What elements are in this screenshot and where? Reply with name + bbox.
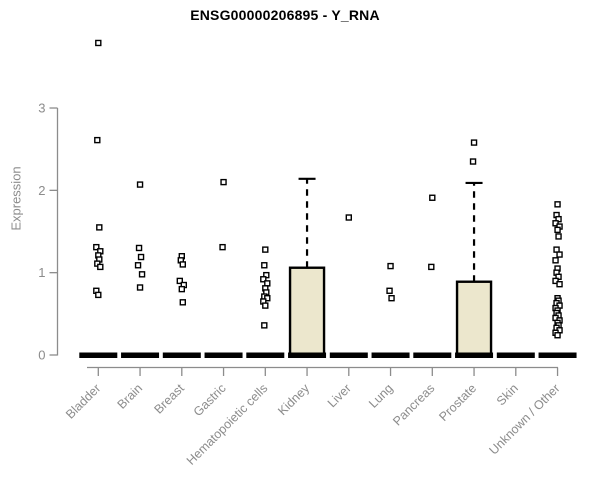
outlier-point	[387, 262, 394, 270]
outlier-point	[137, 253, 145, 261]
outlier-point	[136, 284, 144, 291]
median-bar	[455, 352, 494, 358]
outlier-point	[97, 263, 104, 271]
outlier-point	[552, 257, 559, 264]
box	[288, 266, 326, 358]
outlier-point	[138, 271, 146, 278]
outlier-point	[470, 139, 478, 146]
box	[455, 280, 493, 358]
y-tick-label: 3	[38, 101, 45, 116]
median-bar	[246, 352, 285, 358]
outlier-point	[135, 244, 143, 252]
median-bar	[538, 352, 577, 358]
median-bar	[496, 352, 535, 358]
outlier-point	[552, 277, 559, 285]
outlier-point	[552, 220, 559, 227]
category-label: Pancreas	[390, 381, 437, 428]
outlier-point	[136, 181, 144, 188]
category-label: Lung	[366, 381, 396, 411]
outlier-point	[220, 178, 227, 186]
category-label: Skin	[494, 381, 521, 408]
category-label: Unknown / Other	[486, 381, 562, 457]
category-label: Hematopoietic cells	[184, 381, 271, 468]
category-label: Kidney	[275, 381, 312, 418]
outlier-point	[264, 294, 271, 302]
median-bar	[162, 352, 201, 358]
outlier-point	[262, 302, 269, 309]
y-tick-label: 1	[38, 265, 45, 280]
outlier-point	[388, 294, 395, 302]
outlier-point	[554, 226, 561, 234]
median-bar	[121, 352, 160, 358]
outlier-point	[96, 224, 103, 231]
outlier-point	[555, 233, 562, 240]
category-label: Liver	[325, 381, 354, 410]
y-tick-label: 0	[38, 348, 45, 363]
outlier-point	[554, 332, 561, 339]
category-label: Gastric	[191, 381, 229, 419]
outlier-point	[261, 322, 268, 329]
outlier-point	[428, 263, 435, 271]
chart-title: ENSG00000206895 - Y_RNA	[190, 7, 380, 23]
category-label: Prostate	[436, 381, 479, 424]
outlier-point	[178, 285, 186, 293]
outlier-point	[95, 39, 102, 47]
outlier-point	[429, 194, 436, 201]
outlier-point	[386, 287, 393, 294]
median-bar	[79, 352, 118, 358]
outlier-point	[261, 262, 268, 269]
outlier-point	[345, 214, 352, 221]
outlier-point	[554, 201, 561, 208]
outlier-point	[94, 136, 101, 144]
category-label: Breast	[151, 381, 187, 417]
outlier-point	[95, 291, 102, 299]
outlier-point	[556, 251, 563, 258]
y-tick-label: 2	[38, 183, 45, 198]
outlier-point	[260, 276, 267, 283]
median-bar	[413, 352, 452, 358]
median-bar	[204, 352, 243, 358]
median-bar	[371, 352, 410, 358]
outlier-point	[556, 280, 563, 288]
outlier-point	[134, 262, 142, 269]
outlier-point	[179, 261, 187, 268]
outlier-point	[93, 243, 100, 251]
outlier-point	[469, 158, 477, 165]
category-label: Brain	[115, 381, 146, 412]
outlier-point	[176, 277, 184, 285]
outlier-point	[219, 243, 226, 251]
category-label: Bladder	[63, 381, 103, 421]
outlier-point	[179, 299, 187, 306]
median-bar	[288, 352, 327, 358]
outlier-point	[262, 246, 269, 253]
median-bar	[329, 352, 368, 358]
